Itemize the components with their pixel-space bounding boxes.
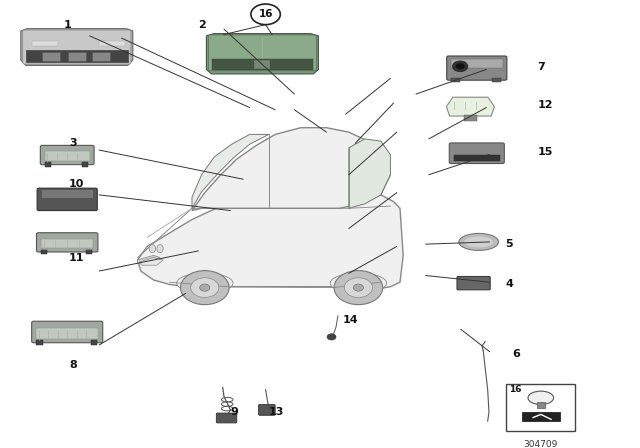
Ellipse shape xyxy=(157,245,163,253)
Bar xyxy=(451,78,460,82)
Polygon shape xyxy=(522,412,560,421)
Bar xyxy=(451,59,503,69)
Text: 11: 11 xyxy=(69,253,84,263)
FancyBboxPatch shape xyxy=(447,56,507,80)
Text: 9: 9 xyxy=(230,407,238,417)
Polygon shape xyxy=(206,34,319,74)
Bar xyxy=(36,340,42,345)
Bar xyxy=(42,190,93,198)
Bar xyxy=(99,41,125,46)
Text: 3: 3 xyxy=(69,138,77,148)
Bar xyxy=(91,340,97,345)
Bar xyxy=(41,250,47,254)
Bar xyxy=(211,59,314,70)
Circle shape xyxy=(200,284,210,291)
Text: 2: 2 xyxy=(198,20,206,30)
Polygon shape xyxy=(192,134,269,208)
Text: 15: 15 xyxy=(538,147,553,157)
Bar xyxy=(464,115,477,121)
FancyBboxPatch shape xyxy=(209,35,317,71)
FancyBboxPatch shape xyxy=(31,321,102,343)
Bar xyxy=(537,402,545,408)
Bar xyxy=(68,52,86,61)
Bar xyxy=(254,60,270,69)
Bar xyxy=(86,250,92,254)
Polygon shape xyxy=(140,258,163,265)
Circle shape xyxy=(353,284,364,291)
Text: 14: 14 xyxy=(342,315,358,325)
Text: 4: 4 xyxy=(506,280,513,289)
FancyBboxPatch shape xyxy=(40,145,94,164)
Bar xyxy=(92,52,110,61)
Circle shape xyxy=(344,278,372,297)
Text: 10: 10 xyxy=(69,179,84,189)
Text: 8: 8 xyxy=(69,360,77,370)
Ellipse shape xyxy=(330,273,387,293)
Text: 5: 5 xyxy=(506,239,513,249)
Ellipse shape xyxy=(459,233,499,250)
Bar xyxy=(45,151,90,161)
Text: 16: 16 xyxy=(259,9,273,19)
Bar xyxy=(32,41,58,46)
Polygon shape xyxy=(447,97,494,116)
FancyBboxPatch shape xyxy=(23,30,131,64)
Bar xyxy=(506,384,575,431)
Bar xyxy=(82,162,88,167)
Text: 7: 7 xyxy=(538,62,545,72)
FancyBboxPatch shape xyxy=(37,188,97,211)
FancyBboxPatch shape xyxy=(259,405,275,415)
Text: 13: 13 xyxy=(269,407,284,417)
Polygon shape xyxy=(349,139,390,208)
Text: 1: 1 xyxy=(64,20,72,30)
Text: 16: 16 xyxy=(509,385,522,394)
Bar xyxy=(42,52,60,61)
Bar xyxy=(492,78,501,82)
Circle shape xyxy=(334,271,383,305)
Polygon shape xyxy=(192,128,390,211)
Text: 6: 6 xyxy=(512,349,520,359)
Ellipse shape xyxy=(149,245,156,253)
Circle shape xyxy=(452,61,468,72)
Bar xyxy=(41,239,93,248)
Circle shape xyxy=(327,334,336,340)
Polygon shape xyxy=(138,255,160,263)
Ellipse shape xyxy=(177,273,233,293)
Circle shape xyxy=(180,271,229,305)
FancyBboxPatch shape xyxy=(36,233,98,252)
Bar xyxy=(454,155,500,161)
Ellipse shape xyxy=(464,236,493,248)
FancyBboxPatch shape xyxy=(216,413,237,423)
FancyBboxPatch shape xyxy=(457,276,490,290)
Polygon shape xyxy=(20,29,133,65)
Bar xyxy=(26,50,128,62)
Circle shape xyxy=(456,63,465,69)
FancyBboxPatch shape xyxy=(449,143,504,164)
Bar xyxy=(45,162,51,167)
Text: 304709: 304709 xyxy=(524,440,558,448)
Bar xyxy=(36,328,99,339)
Polygon shape xyxy=(138,188,403,289)
Circle shape xyxy=(191,278,219,297)
Circle shape xyxy=(251,4,280,25)
Ellipse shape xyxy=(528,391,554,405)
Text: 12: 12 xyxy=(538,100,553,110)
